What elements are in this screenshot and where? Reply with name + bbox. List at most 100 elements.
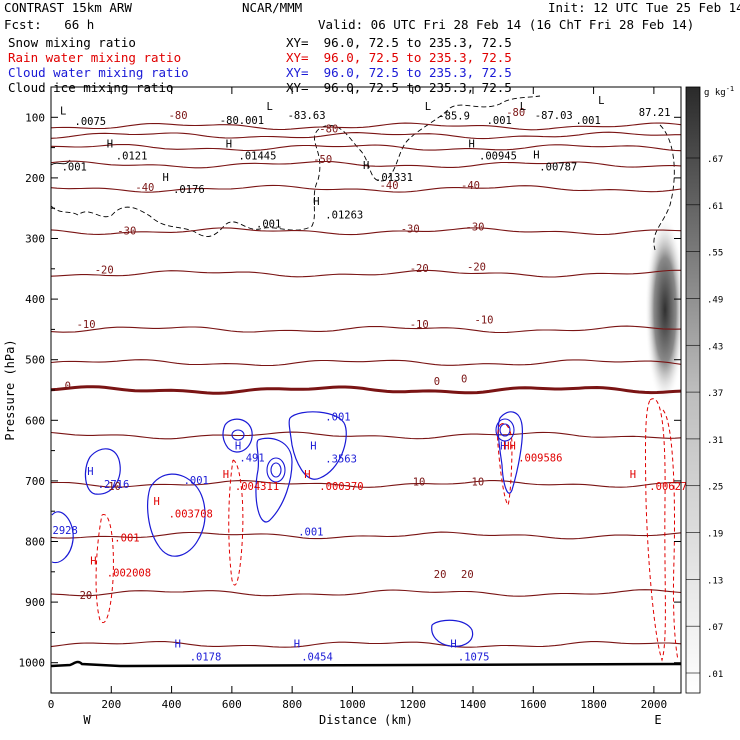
colorbar-tick-label: .31 — [707, 436, 723, 446]
isotherm-label: -30 — [466, 222, 485, 234]
snow-ice-label: .0121 — [116, 151, 148, 163]
isotherm-label: -40 — [135, 182, 154, 194]
contour-label-layer: -80 -80 -80 -50 -40 -40 -40 -30 -30 -30 -20 -20 -20 -… — [53, 95, 694, 663]
colorbar-tick-label: .37 — [707, 389, 723, 399]
isotherm-label: 10 — [472, 477, 485, 489]
cloud-water-label: .2716 — [98, 479, 130, 491]
isotherm-0 — [51, 385, 681, 395]
isotherm-10 — [51, 480, 681, 488]
snow-ice-label: H — [107, 139, 113, 151]
snow-ice-label: -87.03 — [535, 110, 573, 122]
x-tick-label: 2000 — [641, 698, 668, 711]
isotherm-15 — [51, 531, 681, 540]
cloud-water-label: .001 — [298, 526, 323, 538]
forecast-hour: Fcst: 66 h — [4, 17, 95, 32]
y-tick-label: 100 — [25, 111, 45, 124]
isotherm--30 — [51, 227, 681, 236]
isotherm-label: 20 — [461, 569, 474, 581]
isotherm--20 — [51, 269, 681, 278]
isotherm-25 — [51, 640, 681, 648]
isotherm-label: 10 — [108, 481, 121, 493]
rain-contour — [644, 398, 666, 662]
cloud-water-contour — [147, 473, 206, 557]
rain-water-label: H — [90, 556, 96, 568]
snow-ice-label: .00787 — [539, 162, 577, 174]
colorbar-tick-label: .61 — [707, 202, 723, 212]
snow-ice-label: -83.63 — [288, 110, 326, 122]
field-xy-cloud-water: XY= 96.0, 72.5 to 235.3, 72.5 — [286, 65, 512, 80]
snow-ice-label: .001 — [576, 115, 601, 127]
colorbar-tick-label: .43 — [707, 342, 723, 352]
x-tick-label: 0 — [48, 698, 55, 711]
colorbar-tick-label: .67 — [707, 155, 723, 165]
snow-ice-label: 87.21 — [639, 107, 671, 119]
cloud-water-core — [231, 429, 245, 441]
y-tick-label: 1000 — [19, 657, 46, 670]
isotherm--60 — [51, 143, 681, 152]
colorbar-tick-label: .07 — [707, 623, 723, 633]
snow-ice-label: .01445 — [239, 151, 277, 163]
valid-time: Valid: 06 UTC Fri 28 Feb 14 (16 ChT Fri … — [318, 17, 695, 32]
center-label: NCAR/MMM — [242, 0, 303, 15]
cloud-water-label: .3563 — [325, 454, 357, 466]
rain-water-label: HH — [503, 440, 516, 452]
field-name-rain: Rain water mixing ratio — [8, 50, 182, 65]
colorbar-tick-label: .13 — [707, 576, 723, 586]
snow-ice-label: .01331 — [375, 172, 413, 184]
isotherm-label: -80 — [169, 110, 188, 122]
isotherm-layer — [51, 122, 681, 648]
rain-water-label: .006274 — [649, 481, 693, 493]
x-tick-label: 200 — [101, 698, 121, 711]
y-tick-label: 700 — [25, 475, 45, 488]
snow-ice-label: L — [425, 101, 431, 113]
isotherm--70 — [51, 131, 681, 140]
snow-ice-label: .0075 — [75, 116, 107, 128]
y-tick-label: 400 — [25, 293, 45, 306]
cloud-water-core — [499, 423, 511, 437]
colorbar-ramp — [685, 86, 701, 694]
cloud-water-label: .0178 — [190, 651, 222, 663]
snow-ice-label: H — [363, 160, 369, 172]
cloud-water-contour — [255, 437, 293, 523]
isotherm-label: -20 — [467, 262, 486, 274]
y-tick-label: 500 — [25, 354, 45, 367]
cloud-water-core — [266, 457, 286, 483]
cloud-water-contour — [431, 619, 474, 647]
rain-contour — [662, 409, 679, 661]
rain-contour — [95, 514, 114, 623]
cloud-water-label: H — [175, 639, 181, 651]
snow-ice-label: .001 — [256, 219, 281, 231]
colorbar-tick-label: .19 — [707, 530, 723, 540]
cloud-water-label: H — [500, 440, 506, 452]
colorbar-unit: g kg-1 — [704, 85, 734, 98]
snow-ice-label: .001 — [62, 162, 87, 174]
west-label: W — [83, 713, 91, 727]
cloud-water-contour — [51, 511, 74, 564]
snow-ice-label: L — [520, 101, 526, 113]
colorbar-unit-exponent: -1 — [726, 85, 734, 93]
x-tick-label: 1800 — [580, 698, 607, 711]
colorbar-tick-label: .01 — [707, 670, 723, 680]
cloud-water-label: 2928 — [53, 525, 78, 537]
init-time: Init: 12 UTC Tue 25 Feb 14 — [548, 0, 740, 15]
terrain-line — [51, 660, 681, 668]
colorbar-tick-label: .49 — [707, 295, 723, 305]
isotherm--40 — [51, 184, 681, 193]
y-tick-label: 200 — [25, 172, 45, 185]
cloud-water-contour — [497, 411, 523, 494]
snow-ice-label: H — [163, 172, 169, 184]
y-tick-label: 800 — [25, 536, 45, 549]
rain-water-label: H — [223, 469, 229, 481]
snow-ice-label: H — [533, 150, 539, 162]
isotherm-label: -50 — [313, 154, 332, 166]
y-tick-label: 600 — [25, 414, 45, 427]
rain-water-label: .003708 — [169, 508, 213, 520]
cloud-water-core — [495, 418, 515, 442]
isotherm-label: 0 — [434, 376, 440, 388]
isotherm--80 — [51, 122, 681, 131]
snow-ice-label: L — [598, 95, 604, 107]
isotherm-label: 20 — [434, 569, 447, 581]
field-name-snow: Snow mixing ratio — [8, 35, 136, 50]
rain-water-label: H — [630, 469, 636, 481]
x-tick-label: 400 — [162, 698, 182, 711]
